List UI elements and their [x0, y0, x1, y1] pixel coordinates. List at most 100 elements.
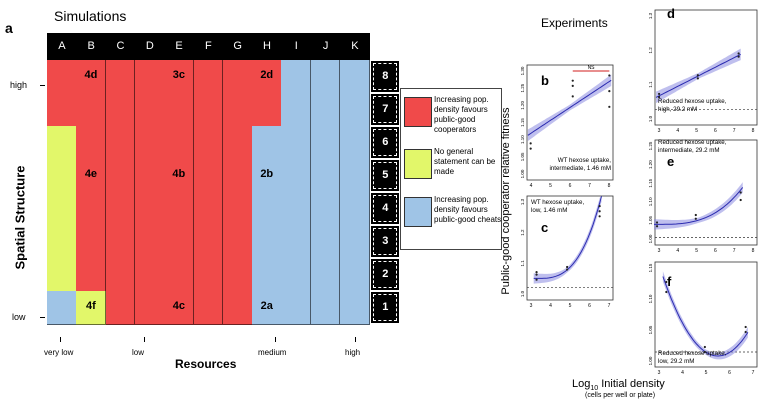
- grid-cell: [222, 159, 253, 193]
- y-tick-label: 1.3: [520, 198, 525, 205]
- data-point: [529, 142, 532, 145]
- grid-cell: [76, 93, 107, 127]
- x-tick-label: 7: [733, 128, 736, 134]
- x-tick-label: 3: [658, 128, 661, 134]
- x-tick-label: 3: [530, 303, 533, 309]
- x-tick-label: 4: [549, 303, 552, 309]
- cell-label: 4d: [84, 69, 98, 81]
- data-point: [737, 55, 740, 58]
- y-tick-label: 1.25: [648, 141, 653, 150]
- grid-cell: [252, 60, 282, 94]
- simulations-title: Simulations: [54, 8, 127, 24]
- data-point: [608, 90, 611, 93]
- cell-label: 2a: [260, 300, 273, 312]
- data-point: [655, 225, 659, 228]
- column-header: J: [310, 33, 341, 60]
- column-header: H: [252, 33, 282, 60]
- data-point: [694, 217, 697, 220]
- x-tick-label: 5: [549, 183, 552, 189]
- data-point: [737, 52, 740, 55]
- plot-caption-line: intermediate, 1.46 mM: [549, 165, 611, 172]
- panel-letter-e: e: [667, 154, 674, 169]
- data-point: [608, 105, 611, 108]
- x-axis-label: Resources: [175, 357, 237, 371]
- x-tick-label: 5: [695, 128, 698, 134]
- grid-cell: [105, 192, 136, 226]
- grid-cell: [134, 60, 165, 94]
- data-point: [608, 74, 611, 77]
- fit-line: [527, 79, 612, 136]
- legend-text-cheats: Increasing pop. density favours public-g…: [434, 195, 502, 224]
- data-point: [703, 350, 706, 354]
- axis-tick: [355, 337, 356, 342]
- column-header: A: [47, 33, 77, 60]
- x-tick-label: 8: [752, 248, 755, 254]
- x-tick-label: 6: [714, 128, 717, 134]
- x-tick-high: high: [345, 348, 361, 357]
- x-tick-label: 4: [676, 248, 679, 254]
- column-header: E: [164, 33, 194, 60]
- grid-cell: [310, 93, 341, 127]
- data-point: [665, 280, 668, 284]
- y-tick-label: 1.00: [648, 234, 653, 243]
- grid-cell: [310, 291, 341, 325]
- grid-cell: [164, 93, 194, 127]
- data-point: [739, 191, 742, 194]
- axis-tick: [144, 337, 145, 342]
- cell-label: 4f: [86, 300, 96, 312]
- legend-text-no-statement: No general statement can be made: [434, 147, 496, 176]
- data-point: [703, 345, 706, 349]
- y-tick-high: high: [10, 80, 28, 90]
- plot-caption-line: WT hexose uptake,: [531, 199, 584, 206]
- column-header: C: [105, 33, 136, 60]
- y-tick-label: 1.1: [648, 81, 653, 88]
- axis-tick: [40, 85, 45, 86]
- plot-frame: [654, 9, 758, 126]
- x-tick-label: 7: [608, 303, 611, 309]
- grid-cell: [340, 192, 370, 226]
- data-point: [535, 270, 538, 274]
- grid-cell: [193, 225, 224, 259]
- plot-caption-line: low, 1.46 mM: [531, 207, 567, 214]
- cell-label: 2b: [260, 168, 274, 180]
- row-header: 3: [371, 226, 400, 257]
- data-point: [655, 221, 659, 224]
- grid-cell: [164, 258, 194, 292]
- cell-label: 4e: [84, 168, 98, 180]
- data-point: [535, 278, 538, 281]
- data-point: [696, 74, 699, 77]
- column-header: B: [76, 33, 107, 60]
- legend-swatch-blue: [404, 197, 432, 227]
- y-tick-label: 1.05: [520, 152, 525, 161]
- x-tick-label: 7: [733, 248, 736, 254]
- column-header: F: [193, 33, 224, 60]
- cell-label: 2d: [260, 69, 274, 81]
- data-point: [739, 198, 742, 202]
- y-tick-label: 1.20: [520, 100, 525, 109]
- grid-cell: [76, 225, 107, 259]
- data-point: [571, 84, 574, 88]
- y-tick-label: 1.00: [520, 169, 525, 178]
- y-tick-label: 1.0: [520, 290, 525, 297]
- x-tick-label: 8: [752, 128, 755, 134]
- row-header: 7: [371, 94, 400, 125]
- grid-cell: [105, 291, 136, 325]
- legend-swatch-green: [404, 149, 432, 179]
- panel-letter-b: b: [541, 73, 549, 88]
- y-tick-label: 1.25: [520, 83, 525, 92]
- plot-caption-line: Reduced hexose uptake,: [658, 139, 727, 146]
- x-tick-label: 3: [658, 370, 661, 376]
- x-tick-label: 6: [728, 370, 731, 376]
- fit-line: [654, 187, 744, 225]
- data-point: [566, 265, 569, 269]
- panel-letter-a: a: [5, 20, 13, 36]
- grid-cell: [310, 192, 341, 226]
- column-header: G: [222, 33, 253, 60]
- experiments-title: Experiments: [541, 16, 608, 30]
- grid-cell: [310, 159, 341, 193]
- grid-cell: [340, 126, 370, 160]
